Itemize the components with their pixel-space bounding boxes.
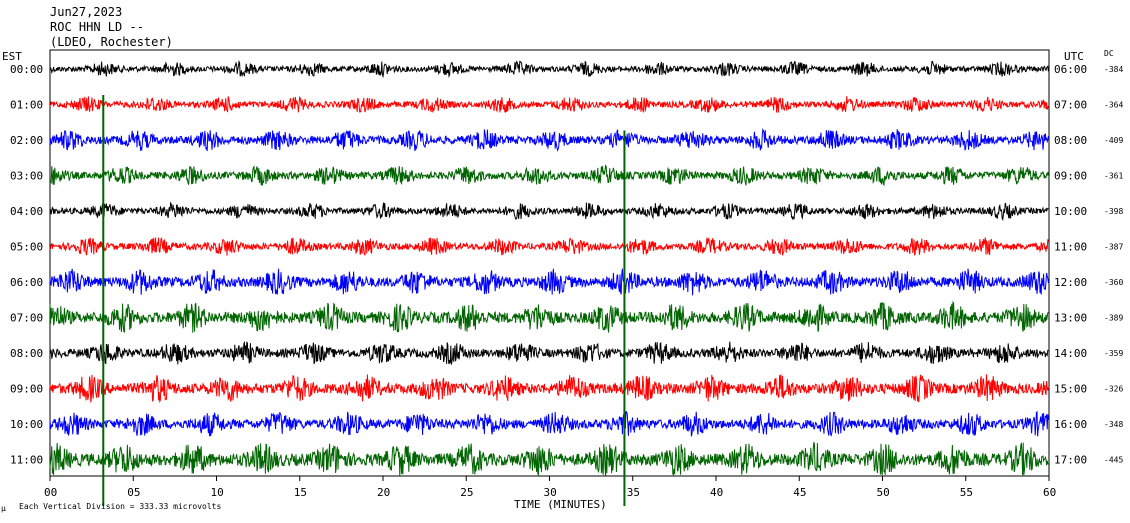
utc-row-label: 13:00 <box>1054 312 1087 325</box>
est-axis-title: EST <box>2 50 22 63</box>
trace-row-0300 <box>49 164 1049 187</box>
x-tick-label: 40 <box>710 486 723 499</box>
trace-row-0400 <box>49 201 1049 222</box>
x-tick-label: 20 <box>377 486 390 499</box>
chart-network: (LDEO, Rochester) <box>50 35 173 49</box>
trace-row-0900 <box>49 374 1049 404</box>
trace-row-0100 <box>49 95 1049 113</box>
utc-row-label: 16:00 <box>1054 418 1087 431</box>
est-row-label: 08:00 <box>10 347 43 360</box>
trace-group <box>49 59 1049 506</box>
x-tick-label: 35 <box>627 486 640 499</box>
x-tick-label: 30 <box>544 486 557 499</box>
x-tick-label: 10 <box>211 486 224 499</box>
est-row-label: 02:00 <box>10 134 43 147</box>
trace-row-0200 <box>49 128 1049 152</box>
utc-row-label: 15:00 <box>1054 383 1087 396</box>
est-row-label: 01:00 <box>10 99 43 112</box>
trace-row-1000 <box>49 410 1049 437</box>
est-row-label: 11:00 <box>10 454 43 467</box>
utc-row-label: 11:00 <box>1054 241 1087 254</box>
x-tick-label: 00 <box>44 486 57 499</box>
trace-row-0000 <box>49 59 1049 79</box>
trace-row-0500 <box>49 237 1049 256</box>
dc-row-value: -360 <box>1104 278 1123 287</box>
est-row-label: 04:00 <box>10 205 43 218</box>
utc-row-label: 17:00 <box>1054 454 1087 467</box>
trace-row-1100 <box>49 441 1049 477</box>
x-tick-label: 55 <box>960 486 973 499</box>
dc-row-value: -389 <box>1104 314 1123 323</box>
est-row-label: 09:00 <box>10 383 43 396</box>
dc-row-value: -398 <box>1104 207 1123 216</box>
trace-row-0700 <box>49 300 1049 334</box>
est-row-label: 10:00 <box>10 418 43 431</box>
dc-axis-title: DC <box>1104 49 1114 58</box>
est-row-label: 00:00 <box>10 63 43 76</box>
utc-row-label: 08:00 <box>1054 134 1087 147</box>
dc-row-value: -384 <box>1104 65 1123 74</box>
utc-row-label: 06:00 <box>1054 63 1087 76</box>
utc-row-label: 10:00 <box>1054 205 1087 218</box>
x-tick-label: 05 <box>127 486 140 499</box>
dc-row-value: -409 <box>1104 136 1123 145</box>
x-tick-group: 00 05 10 15 20 25 30 35 40 45 50 55 60 <box>44 476 1056 499</box>
row-label-group: 00:00 06:00 -384 01:00 07:00 -364 02:00 08:00 -4… <box>10 63 1123 467</box>
x-tick-label: 60 <box>1043 486 1056 499</box>
dc-row-value: -387 <box>1104 243 1123 252</box>
trace-row-0800 <box>49 340 1049 365</box>
x-tick-label: 45 <box>793 486 806 499</box>
utc-row-label: 12:00 <box>1054 276 1087 289</box>
microvolt-mark: μ <box>1 504 6 513</box>
x-tick-label: 25 <box>460 486 473 499</box>
trace-row-0600 <box>49 268 1049 296</box>
utc-row-label: 14:00 <box>1054 347 1087 360</box>
x-tick-label: 15 <box>294 486 307 499</box>
est-row-label: 06:00 <box>10 276 43 289</box>
utc-row-label: 07:00 <box>1054 99 1087 112</box>
dc-row-value: -364 <box>1104 101 1123 110</box>
est-row-label: 07:00 <box>10 312 43 325</box>
dc-row-value: -326 <box>1104 385 1123 394</box>
dc-row-value: -348 <box>1104 420 1123 429</box>
chart-date: Jun27,2023 <box>50 5 122 19</box>
dc-row-value: -445 <box>1104 456 1123 465</box>
x-axis-title: TIME (MINUTES) <box>514 498 607 511</box>
est-row-label: 03:00 <box>10 170 43 183</box>
plot-frame <box>49 49 1050 477</box>
x-tick-label: 50 <box>877 486 890 499</box>
dc-row-value: -359 <box>1104 349 1123 358</box>
dc-row-value: -361 <box>1104 172 1123 181</box>
scale-note: Each Vertical Division = 333.33 microvol… <box>19 502 221 511</box>
est-row-label: 05:00 <box>10 241 43 254</box>
utc-row-label: 09:00 <box>1054 170 1087 183</box>
utc-axis-title: UTC <box>1064 50 1084 63</box>
chart-station: ROC HHN LD -- <box>50 20 144 34</box>
